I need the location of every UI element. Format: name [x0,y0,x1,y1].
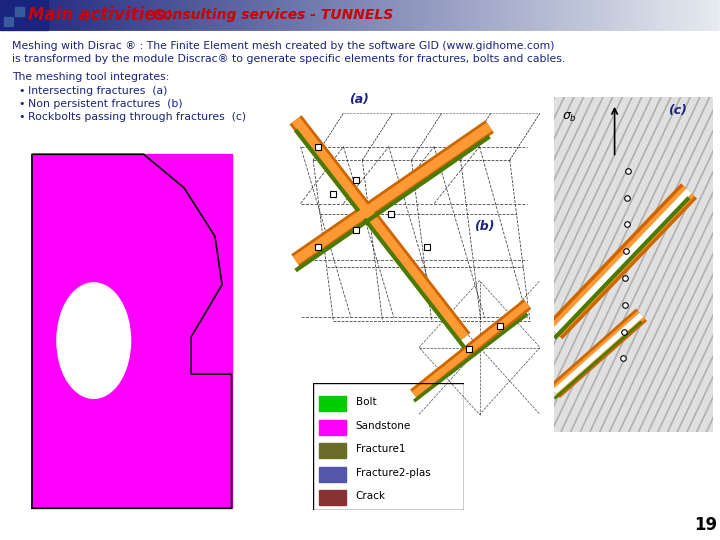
Text: Main activities:: Main activities: [28,5,172,24]
Bar [319,490,346,505]
Text: Intersecting fractures  (a): Intersecting fractures (a) [28,86,167,96]
Text: The meshing tool integrates:: The meshing tool integrates: [12,72,169,82]
Bar [32,154,232,508]
Text: •: • [18,112,24,122]
Text: •: • [18,86,24,96]
Circle shape [57,283,130,399]
Text: (a): (a) [348,93,369,106]
Bar [319,467,346,482]
Text: Meshing with Disrac ® : The Finite Element mesh created by the software GID (www: Meshing with Disrac ® : The Finite Eleme… [12,41,554,51]
Bar [15,17,24,26]
Text: Non persistent fractures  (b): Non persistent fractures (b) [28,99,183,109]
Text: Fracture2-plas: Fracture2-plas [356,468,431,478]
Text: Crack: Crack [356,491,385,501]
Bar [319,443,346,458]
Bar [4,17,13,26]
Text: •: • [18,99,24,109]
Text: (b): (b) [474,220,495,233]
Text: is transformed by the module Discrac® to generate specific elements for fracture: is transformed by the module Discrac® to… [12,54,565,64]
Bar [4,7,13,16]
Text: 19: 19 [694,516,718,534]
Text: Bolt: Bolt [356,397,376,408]
Text: Fracture1: Fracture1 [356,444,405,454]
Text: (c): (c) [668,104,688,117]
Bar [15,7,24,16]
Text: Consulting services - TUNNELS: Consulting services - TUNNELS [148,8,393,22]
Bar [15,7,24,16]
Bar [0,0,48,30]
Bar [319,420,346,435]
Bar [4,17,13,26]
Text: Sandstone: Sandstone [356,421,411,431]
Text: Rockbolts passing through fractures  (c): Rockbolts passing through fractures (c) [28,112,246,122]
Text: $\sigma_b$: $\sigma_b$ [562,111,577,124]
Bar [319,396,346,411]
